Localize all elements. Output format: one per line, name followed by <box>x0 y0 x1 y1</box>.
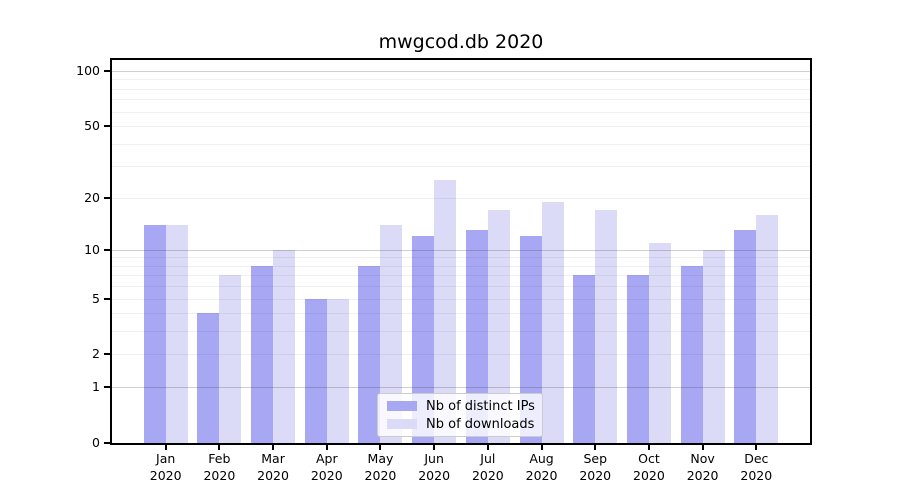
x-tick-label-may: May 2020 <box>364 451 397 483</box>
gridline-7 <box>112 275 810 277</box>
gridline-50 <box>112 126 810 128</box>
gridline-60 <box>112 111 810 113</box>
y-tick-mark-100 <box>104 70 110 73</box>
gridline-2 <box>112 354 810 356</box>
y-tick-label-2: 2 <box>92 346 100 362</box>
gridline-10 <box>112 249 810 251</box>
x-tick-label-apr: Apr 2020 <box>310 451 343 483</box>
grid-layer <box>112 60 810 443</box>
bar-distinct-ips-may <box>358 265 381 443</box>
y-tick-mark-1 <box>104 386 110 389</box>
y-tick-label-1: 1 <box>92 379 100 395</box>
y-tick-mark-0 <box>104 442 110 444</box>
bar-distinct-ips-feb <box>197 313 220 443</box>
y-tick-label-100: 100 <box>76 63 100 79</box>
bar-distinct-ips-oct <box>626 275 649 443</box>
bar-downloads-sep <box>595 210 618 443</box>
x-tick-label-jan: Jan 2020 <box>149 451 182 483</box>
gridline-100 <box>112 71 810 73</box>
bar-downloads-jul <box>487 210 510 443</box>
x-tick-mark-mar <box>272 445 275 450</box>
x-tick-label-jul: Jul 2020 <box>471 451 504 483</box>
y-tick-mark-20 <box>104 196 110 199</box>
x-tick-mark-oct <box>647 445 650 450</box>
y-tick-mark-5 <box>104 297 110 300</box>
legend-item-downloads: Nb of downloads <box>378 417 542 432</box>
bar-downloads-feb <box>219 275 242 443</box>
gridline-30 <box>112 166 810 168</box>
bar-downloads-mar <box>273 249 296 443</box>
gridline-70 <box>112 99 810 101</box>
gridline-1 <box>112 387 810 389</box>
gridline-5 <box>112 298 810 300</box>
x-tick-label-sep: Sep 2020 <box>579 451 612 483</box>
x-tick-mark-aug <box>540 445 543 450</box>
bar-downloads-jan <box>165 224 188 443</box>
bar-distinct-ips-nov <box>680 265 703 443</box>
y-tick-label-5: 5 <box>92 290 100 306</box>
bar-downloads-may <box>380 224 403 443</box>
chart-title: mwgcod.db 2020 <box>378 31 544 53</box>
y-tick-label-20: 20 <box>84 189 100 205</box>
bar-distinct-ips-mar <box>251 265 274 443</box>
x-tick-label-nov: Nov 2020 <box>686 451 719 483</box>
bar-downloads-jun <box>434 180 457 443</box>
x-tick-mark-apr <box>325 445 328 450</box>
x-tick-mark-may <box>379 445 382 450</box>
x-tick-mark-dec <box>755 445 758 450</box>
x-tick-label-jun: Jun 2020 <box>418 451 451 483</box>
bar-downloads-dec <box>756 214 779 443</box>
gridline-90 <box>112 79 810 81</box>
bar-distinct-ips-aug <box>519 236 542 443</box>
x-tick-label-oct: Oct 2020 <box>633 451 665 483</box>
y-tick-label-10: 10 <box>84 241 100 257</box>
x-tick-label-dec: Dec 2020 <box>740 451 773 483</box>
x-tick-label-feb: Feb 2020 <box>203 451 236 483</box>
legend-swatch-downloads <box>387 419 417 429</box>
x-tick-mark-jul <box>486 445 489 450</box>
gridline-8 <box>112 265 810 267</box>
bar-distinct-ips-jun <box>412 236 435 443</box>
plot-area <box>112 60 810 443</box>
x-tick-mark-jan <box>164 445 167 450</box>
gridline-80 <box>112 88 810 90</box>
bar-distinct-ips-apr <box>304 298 327 443</box>
y-tick-label-0: 0 <box>92 435 100 450</box>
x-tick-mark-nov <box>701 445 704 450</box>
gridline-3 <box>112 331 810 333</box>
legend-label-distinct-ips: Nb of distinct IPs <box>426 398 535 414</box>
bar-distinct-ips-dec <box>734 230 757 443</box>
x-tick-mark-feb <box>218 445 221 450</box>
x-tick-label-aug: Aug 2020 <box>525 451 558 483</box>
bar-downloads-aug <box>541 201 564 443</box>
gridline-6 <box>112 286 810 288</box>
bar-downloads-oct <box>648 242 671 443</box>
x-tick-mark-sep <box>594 445 597 450</box>
legend: Nb of distinct IPs Nb of downloads <box>377 393 543 437</box>
bar-distinct-ips-jan <box>143 224 166 443</box>
gridline-9 <box>112 257 810 259</box>
legend-swatch-distinct-ips <box>387 401 417 411</box>
bars-layer <box>112 60 810 443</box>
bar-distinct-ips-sep <box>573 275 596 443</box>
gridline-20 <box>112 197 810 199</box>
y-tick-label-50: 50 <box>84 118 100 134</box>
y-tick-mark-2 <box>104 353 110 356</box>
bar-downloads-apr <box>326 298 349 443</box>
y-tick-mark-50 <box>104 125 110 128</box>
bar-distinct-ips-jul <box>465 230 488 443</box>
y-tick-mark-10 <box>104 248 110 251</box>
bar-downloads-nov <box>702 249 725 443</box>
gridline-40 <box>112 143 810 145</box>
legend-label-downloads: Nb of downloads <box>426 416 535 432</box>
x-tick-mark-jun <box>433 445 436 450</box>
x-tick-label-mar: Mar 2020 <box>257 451 289 483</box>
legend-item-distinct-ips: Nb of distinct IPs <box>378 399 542 414</box>
gridline-4 <box>112 313 810 315</box>
